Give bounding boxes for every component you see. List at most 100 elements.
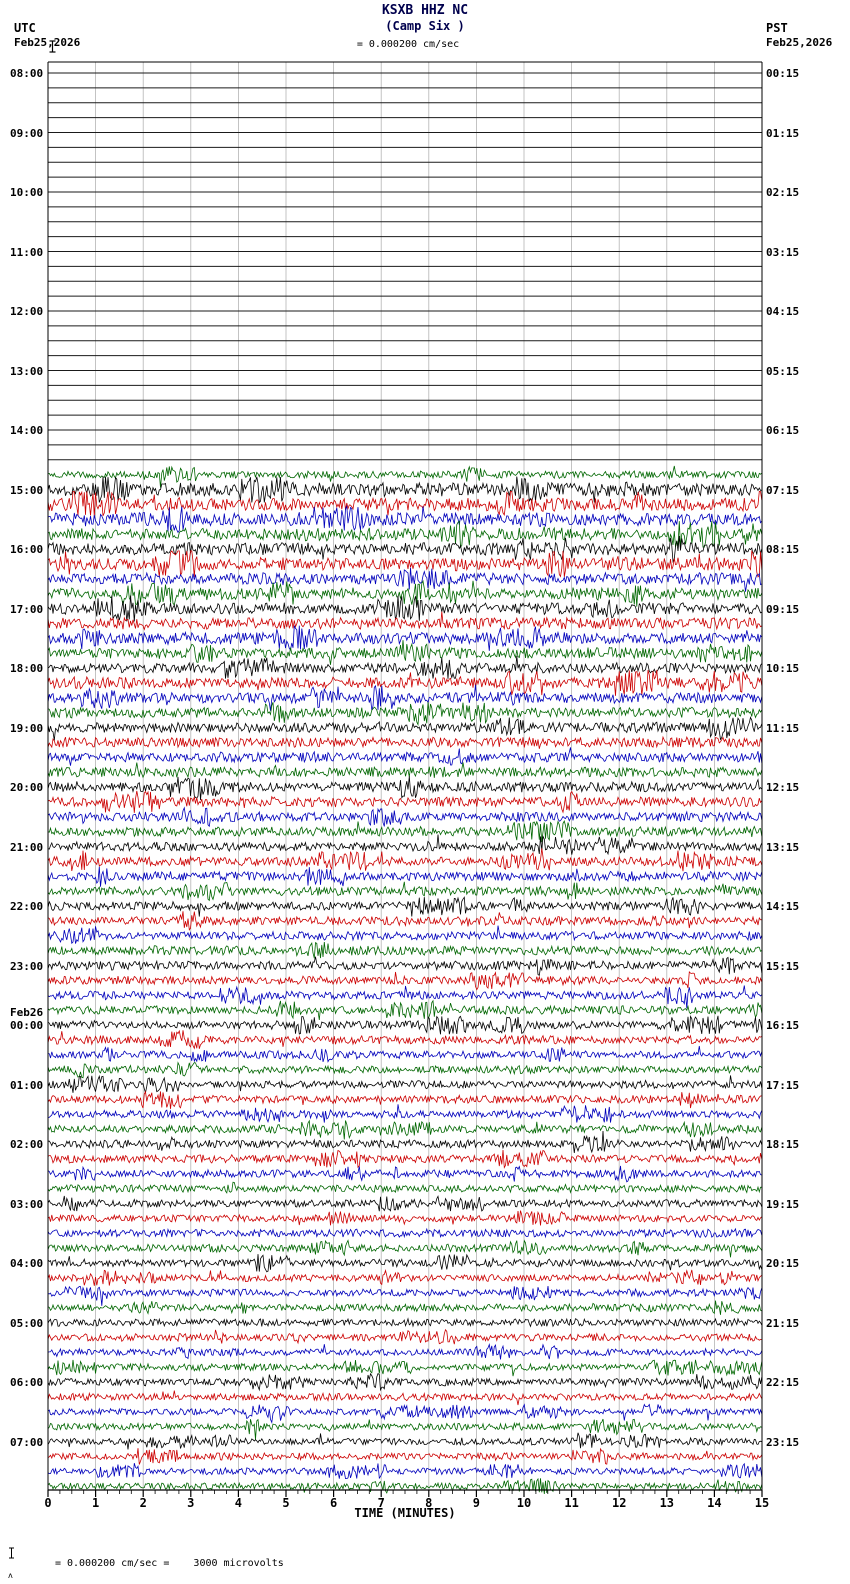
seismic-trace xyxy=(47,1253,763,1273)
footer-caret-mark: ʌ xyxy=(8,1571,13,1580)
pst-hour-label: 20:15 xyxy=(766,1257,800,1270)
x-tick-label: 0 xyxy=(44,1496,51,1510)
station-title: KSXB HHZ NC xyxy=(381,3,469,18)
seismic-trace xyxy=(47,625,763,651)
seismic-trace xyxy=(47,999,763,1020)
date-change-label: Feb26 xyxy=(10,1006,44,1019)
seismic-trace xyxy=(47,1015,763,1035)
seismic-trace xyxy=(47,520,763,549)
seismic-trace xyxy=(47,1104,763,1123)
x-tick-label: 8 xyxy=(425,1496,432,1510)
footer-ibeam-icon xyxy=(9,1547,52,1580)
seismic-trace xyxy=(47,579,763,607)
right-timezone-label: PST xyxy=(766,21,788,35)
left-timezone-label: UTC xyxy=(14,21,36,35)
seismic-trace xyxy=(47,970,763,991)
pst-hour-label: 03:15 xyxy=(766,245,800,259)
seismic-trace xyxy=(47,716,763,741)
utc-hour-label: 03:00 xyxy=(10,1197,44,1211)
seismic-trace xyxy=(47,1210,763,1226)
pst-hour-label: 17:15 xyxy=(766,1078,800,1092)
seismic-trace xyxy=(47,911,762,931)
utc-hour-label: 16:00 xyxy=(10,543,44,556)
pst-hour-label: 10:15 xyxy=(766,662,800,675)
seismic-trace xyxy=(47,1372,763,1392)
footer-scale-text: = 0.000200 cm/sec = 3000 microvolts xyxy=(54,1558,284,1569)
pst-hour-label: 16:15 xyxy=(766,1019,800,1032)
pst-hour-label: 00:15 xyxy=(766,67,800,80)
seismic-trace xyxy=(47,1181,762,1194)
seismic-trace xyxy=(47,735,763,749)
seismic-trace xyxy=(47,549,763,578)
seismic-trace xyxy=(47,1477,763,1495)
seismic-trace xyxy=(47,1317,763,1328)
utc-hour-label: 22:00 xyxy=(10,900,44,913)
x-tick-label: 3 xyxy=(187,1496,194,1510)
pst-hour-label: 04:15 xyxy=(766,305,800,318)
seismic-trace xyxy=(47,1359,763,1377)
seismic-trace xyxy=(47,806,763,828)
seismic-trace xyxy=(47,1227,763,1239)
seismic-trace xyxy=(47,702,763,727)
left-date-label: Feb25,2026 xyxy=(14,36,81,49)
utc-hour-label: 19:00 xyxy=(10,721,44,735)
utc-hour-label: 08:00 xyxy=(10,67,44,80)
pst-hour-label: 11:15 xyxy=(766,721,800,735)
seismic-trace xyxy=(47,1119,763,1140)
seismic-trace xyxy=(47,669,763,696)
seismic-trace xyxy=(47,1447,763,1465)
seismic-trace xyxy=(47,790,763,814)
seismic-trace xyxy=(47,684,763,711)
seismic-trace xyxy=(47,820,763,843)
pst-hour-label: 02:15 xyxy=(766,186,800,199)
utc-hour-label: 04:00 xyxy=(10,1257,44,1270)
seismic-trace xyxy=(47,611,763,631)
utc-hour-label: 17:00 xyxy=(10,602,44,616)
seismic-trace xyxy=(47,1342,763,1360)
x-tick-label: 4 xyxy=(235,1496,242,1510)
seismic-trace xyxy=(47,1432,762,1450)
x-tick-label: 14 xyxy=(707,1496,721,1510)
seismic-trace xyxy=(47,640,763,665)
seismic-trace xyxy=(47,941,763,959)
amplitude-scale: = 0.000200 cm/sec xyxy=(48,39,762,53)
pst-hour-label: 05:15 xyxy=(766,364,800,378)
seismic-trace xyxy=(47,896,763,917)
seismic-trace xyxy=(47,1390,763,1406)
x-tick-label: 2 xyxy=(140,1496,147,1510)
utc-hour-label: 21:00 xyxy=(10,840,44,854)
seismic-trace xyxy=(47,465,763,488)
x-tick-label: 11 xyxy=(564,1496,578,1510)
seismic-trace xyxy=(47,490,763,517)
pst-hour-label: 15:15 xyxy=(766,959,800,973)
utc-hour-label: 15:00 xyxy=(10,483,44,497)
utc-hour-label: 01:00 xyxy=(10,1078,44,1092)
utc-hour-label: 12:00 xyxy=(10,305,44,318)
pst-hour-label: 13:15 xyxy=(766,840,800,854)
pst-hour-label: 23:15 xyxy=(766,1435,800,1449)
x-tick-label: 12 xyxy=(612,1496,626,1510)
utc-hour-label: 06:00 xyxy=(10,1376,44,1389)
seismic-traces xyxy=(47,72,763,1495)
utc-hour-label: 14:00 xyxy=(10,424,44,437)
seismic-trace xyxy=(47,1462,763,1480)
x-tick-label: 15 xyxy=(755,1496,769,1510)
utc-hour-label: 13:00 xyxy=(10,364,44,378)
utc-hour-label: 09:00 xyxy=(10,126,44,140)
utc-hour-label: 07:00 xyxy=(10,1435,44,1449)
x-tick-label: 10 xyxy=(517,1496,531,1510)
seismic-trace xyxy=(47,1285,763,1306)
x-tick-label: 5 xyxy=(282,1496,289,1510)
pst-hour-label: 09:15 xyxy=(766,602,800,616)
seismic-trace xyxy=(47,834,763,856)
pst-hour-label: 08:15 xyxy=(766,543,800,556)
seismic-trace xyxy=(47,925,763,945)
scale-label: = 0.000200 cm/sec xyxy=(356,39,460,50)
seismic-trace xyxy=(47,985,763,1009)
utc-hour-label: 23:00 xyxy=(10,959,44,973)
seismic-trace xyxy=(47,1269,763,1286)
seismic-trace xyxy=(47,866,763,887)
seismic-trace xyxy=(47,535,763,564)
seismic-trace xyxy=(47,595,762,622)
